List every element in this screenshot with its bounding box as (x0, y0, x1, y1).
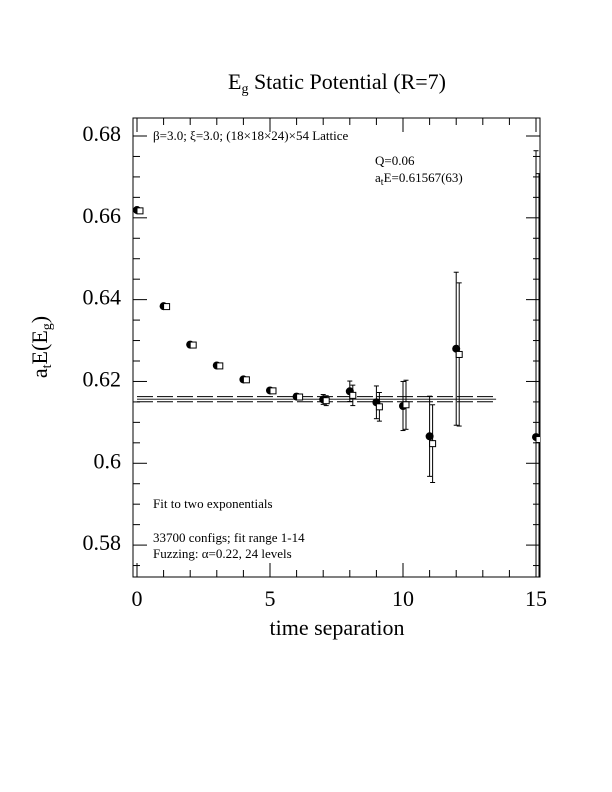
point (429, 440, 437, 448)
point (349, 391, 357, 399)
y-tick-label: 0.64 (83, 285, 122, 310)
x-axis-label: time separation (269, 615, 404, 640)
y-axis-label: atE(Eg) (27, 316, 55, 378)
annotation-part: E=0.61567(63) (384, 170, 463, 185)
y-label-part: a (27, 368, 52, 378)
title-sub: g (241, 82, 248, 97)
point (425, 432, 434, 441)
point (452, 344, 461, 353)
x-tick-label: 0 (131, 586, 142, 611)
y-label-part: E(E (27, 330, 52, 364)
point (322, 397, 330, 405)
point (455, 350, 463, 358)
point (163, 303, 171, 311)
point (296, 393, 304, 401)
annotation: β=3.0; ξ=3.0; (18×18×24)×54 Lattice (153, 128, 349, 143)
y-tick-label: 0.68 (83, 121, 122, 146)
x-tick-label: 10 (392, 586, 414, 611)
point (189, 341, 197, 349)
point (269, 387, 277, 395)
annotation: Fuzzing: α=0.22, 24 levels (153, 546, 292, 561)
y-label-part: ) (27, 316, 52, 323)
point (375, 403, 383, 411)
chart-title: Eg Static Potential (R=7) (228, 69, 446, 97)
title-part: E (228, 69, 241, 94)
y-label-sub: t (40, 364, 55, 368)
x-tick-label: 15 (525, 586, 547, 611)
annotation: Fit to two exponentials (153, 496, 273, 511)
point (535, 436, 540, 444)
y-tick-label: 0.62 (83, 367, 122, 392)
annotation: Q=0.06 (375, 153, 415, 168)
y-label-sub: g (40, 323, 55, 330)
y-tick-label: 0.58 (83, 530, 122, 555)
point (136, 207, 144, 215)
annotation: atE=0.61567(63) (375, 170, 463, 188)
point (402, 401, 410, 409)
x-tick-label: 5 (264, 586, 275, 611)
y-tick-label: 0.66 (83, 203, 122, 228)
plot-frame (132, 117, 541, 578)
annotation-sub: t (381, 177, 384, 188)
annotation-part: a (375, 170, 381, 185)
point (242, 376, 250, 384)
y-tick-label: 0.6 (94, 448, 122, 473)
title-part: Static Potential (R=7) (248, 69, 446, 94)
plot-area (133, 150, 540, 577)
point (216, 362, 224, 370)
annotation: 33700 configs; fit range 1-14 (153, 530, 305, 545)
